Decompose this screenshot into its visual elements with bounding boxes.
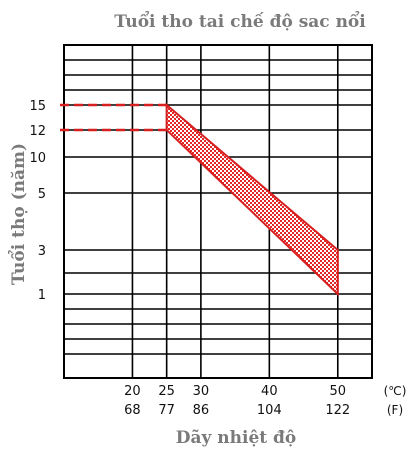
x-unit-celsius: (℃) (384, 384, 407, 398)
x-tick-label-celsius: 30 (193, 384, 210, 399)
y-axis-title: Tuổi thọ (năm) (7, 143, 29, 285)
y-tick-label: 5 (38, 187, 46, 202)
x-tick-label-celsius: 25 (158, 384, 175, 399)
y-tick-label: 10 (29, 151, 46, 166)
y-tick-label: 12 (29, 124, 46, 139)
x-tick-label-celsius: 40 (261, 384, 278, 399)
x-tick-labels: 20 25 30 40 50 68 77 86 104 122 (124, 384, 350, 418)
x-tick-label-celsius: 50 (330, 384, 347, 399)
plot-border (63, 44, 373, 379)
x-tick-label-fahrenheit: 68 (124, 403, 141, 418)
x-tick-label-celsius: 20 (124, 384, 141, 399)
x-tick-label-fahrenheit: 104 (257, 403, 282, 418)
x-axis-title: Dãy nhiệt độ (176, 428, 297, 448)
reference-lines (60, 103, 167, 132)
chart-title: Tuổi tho tai chế độ sac nổi (114, 10, 366, 32)
x-tick-label-fahrenheit: 86 (193, 403, 210, 418)
data-band (165, 102, 339, 297)
x-tick-label-fahrenheit: 122 (325, 403, 350, 418)
x-unit-fahrenheit: (F) (387, 403, 403, 417)
lifetime-band (165, 102, 339, 297)
y-tick-label: 1 (38, 288, 46, 303)
y-tick-label: 15 (29, 99, 46, 114)
x-tick-label-fahrenheit: 77 (158, 403, 175, 418)
y-tick-labels: 15 12 10 5 3 1 (29, 99, 46, 303)
grid-lines (64, 45, 372, 378)
y-tick-label: 3 (38, 244, 46, 259)
plot-frame (63, 44, 373, 379)
